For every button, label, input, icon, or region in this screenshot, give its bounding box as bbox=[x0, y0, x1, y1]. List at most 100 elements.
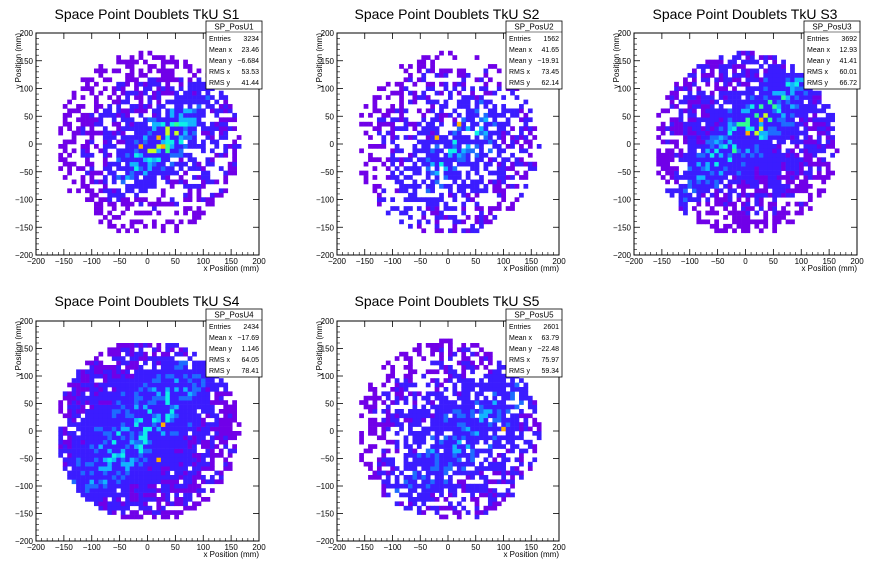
heatmap-cell bbox=[209, 95, 215, 100]
heatmap-cell bbox=[665, 95, 670, 100]
heatmap-cell bbox=[390, 139, 396, 145]
heatmap-cell bbox=[412, 148, 418, 154]
heatmap-cell bbox=[732, 99, 737, 105]
heatmap-cell bbox=[98, 197, 104, 203]
heatmap-cell bbox=[745, 90, 751, 96]
heatmap-cell bbox=[129, 475, 135, 480]
heatmap-cell bbox=[492, 395, 498, 401]
heatmap-cell bbox=[129, 139, 135, 145]
heatmap-cell bbox=[138, 435, 144, 441]
heatmap-cell bbox=[501, 197, 507, 203]
heatmap-cell bbox=[474, 497, 480, 502]
heatmap-cell bbox=[705, 72, 711, 78]
heatmap-cell bbox=[209, 130, 215, 136]
heatmap-cell bbox=[461, 391, 467, 397]
heatmap-cell bbox=[745, 166, 751, 171]
heatmap-cell bbox=[425, 426, 431, 432]
heatmap-cell bbox=[187, 81, 193, 87]
heatmap-cell bbox=[107, 170, 113, 176]
heatmap-cell bbox=[794, 144, 800, 149]
heatmap-cell bbox=[143, 488, 148, 493]
heatmap-cell bbox=[143, 166, 148, 171]
heatmap-cell bbox=[501, 400, 507, 405]
heatmap-cell bbox=[125, 378, 130, 383]
heatmap-cell bbox=[359, 435, 364, 441]
heatmap-cell bbox=[727, 192, 733, 198]
heatmap-cell bbox=[785, 112, 791, 118]
heatmap-cell bbox=[483, 400, 489, 405]
heatmap-cell bbox=[412, 144, 418, 149]
heatmap-cell bbox=[134, 444, 139, 449]
heatmap-cell bbox=[93, 453, 99, 458]
heatmap-cell bbox=[147, 497, 153, 502]
heatmap-cell bbox=[209, 404, 215, 410]
heatmap-cell bbox=[403, 126, 409, 131]
x-tick-label: −200 bbox=[27, 543, 46, 552]
heatmap-cell bbox=[125, 108, 130, 114]
heatmap-cell bbox=[165, 108, 171, 114]
heatmap-cell bbox=[143, 148, 148, 154]
heatmap-cell bbox=[434, 444, 440, 449]
heatmap-cell bbox=[187, 488, 193, 493]
heatmap-cell bbox=[102, 413, 108, 419]
x-tick-label: −50 bbox=[413, 257, 427, 266]
heatmap-cell bbox=[727, 197, 733, 203]
heatmap-cell bbox=[178, 95, 184, 100]
heatmap-cell bbox=[687, 121, 693, 127]
heatmap-cell bbox=[156, 197, 162, 203]
heatmap-cell bbox=[519, 135, 524, 140]
heatmap-cell bbox=[656, 152, 662, 158]
heatmap-cell bbox=[80, 457, 86, 463]
heatmap-cell bbox=[408, 413, 413, 419]
heatmap-cell bbox=[714, 228, 720, 234]
heatmap-cell bbox=[790, 104, 795, 109]
heatmap-cell bbox=[169, 68, 175, 74]
heatmap-cell bbox=[62, 444, 68, 449]
heatmap-cell bbox=[372, 431, 378, 436]
heatmap-cell bbox=[794, 166, 800, 171]
heatmap-cell bbox=[223, 95, 229, 100]
heatmap-cell bbox=[461, 382, 467, 388]
heatmap-cell bbox=[111, 347, 117, 353]
heatmap-cell bbox=[674, 144, 679, 149]
heatmap-cell bbox=[205, 461, 211, 467]
heatmap-cell bbox=[129, 391, 135, 397]
heatmap-cell bbox=[510, 206, 515, 211]
heatmap-cell bbox=[443, 175, 449, 180]
heatmap-cell bbox=[461, 152, 467, 158]
heatmap-cell bbox=[776, 64, 782, 69]
heatmap-cell bbox=[803, 179, 809, 185]
heatmap-cell bbox=[523, 135, 529, 140]
heatmap-cell bbox=[425, 400, 431, 405]
heatmap-cell bbox=[165, 351, 171, 357]
heatmap-cell bbox=[492, 413, 498, 419]
heatmap-cell bbox=[218, 417, 224, 423]
heatmap-cell bbox=[408, 461, 413, 467]
heatmap-cell bbox=[487, 488, 493, 493]
heatmap-cell bbox=[448, 457, 453, 463]
heatmap-cell bbox=[76, 448, 81, 454]
heatmap-cell bbox=[156, 479, 162, 485]
heatmap-cell bbox=[116, 148, 122, 154]
heatmap-cell bbox=[147, 343, 153, 348]
heatmap-cell bbox=[505, 422, 511, 427]
heatmap-cell bbox=[412, 395, 418, 401]
heatmap-cell bbox=[111, 135, 117, 140]
heatmap-cell bbox=[425, 206, 431, 211]
heatmap-cell bbox=[408, 192, 413, 198]
heatmap-cell bbox=[89, 161, 95, 167]
heatmap-cell bbox=[223, 466, 229, 471]
heatmap-cell bbox=[363, 170, 369, 176]
heatmap-cell bbox=[776, 215, 782, 220]
heatmap-cell bbox=[147, 201, 153, 207]
heatmap-cell bbox=[205, 179, 211, 185]
heatmap-cell bbox=[452, 391, 458, 397]
heatmap-cell bbox=[483, 130, 489, 136]
heatmap-cell bbox=[439, 112, 444, 118]
heatmap-cell bbox=[825, 135, 831, 140]
heatmap-cell bbox=[399, 492, 404, 498]
heatmap-cell bbox=[443, 139, 449, 145]
heatmap-cell bbox=[448, 435, 453, 441]
heatmap-cell bbox=[385, 166, 391, 171]
heatmap-cell bbox=[678, 197, 684, 203]
